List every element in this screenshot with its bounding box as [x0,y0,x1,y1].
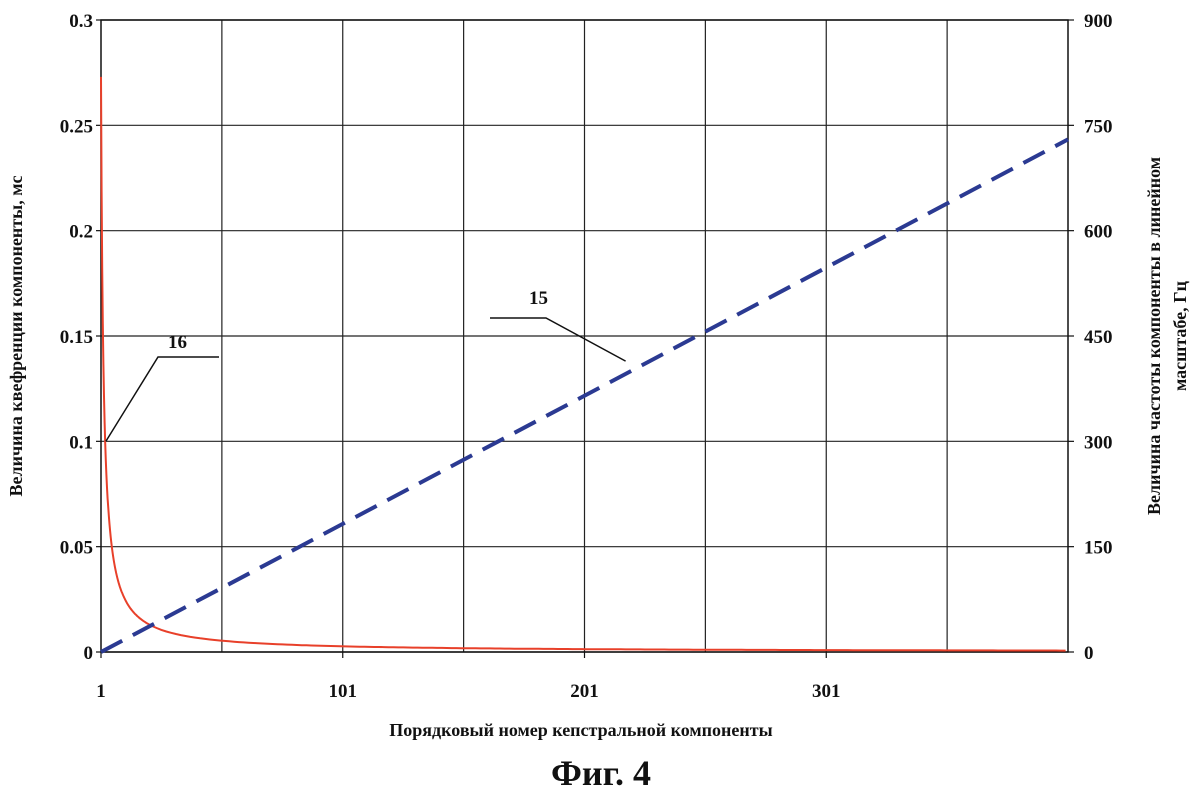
left-tick-label: 0.05 [60,538,93,559]
x-axis-title: Порядковый номер кепстральной компоненты [389,720,772,740]
left-tick-label: 0.2 [69,222,93,243]
right-tick-label: 900 [1084,11,1113,32]
right-tick-label: 450 [1084,327,1113,348]
right-axis-title-line2: масштабе, Гц [1170,280,1190,391]
left-tick-label: 0.3 [69,11,93,32]
grid [101,20,1068,652]
left-tick-label: 0.15 [60,327,93,348]
callout-leader-15 [490,318,626,361]
x-axis-ticks: 1 101 201 301 [96,652,840,702]
right-tick-label: 300 [1084,432,1113,453]
right-tick-label: 600 [1084,222,1113,243]
right-tick-label: 150 [1084,538,1113,559]
left-tick-label: 0.1 [69,432,93,453]
right-axis-title-line1: Величина частоты компоненты в линейном [1144,157,1164,515]
left-tick-label: 0.25 [60,116,93,137]
left-axis-ticks: 0 0.05 0.1 0.15 0.2 0.25 0.3 [60,11,101,664]
callout-label-16: 16 [168,332,187,353]
callout-leader-16 [106,357,219,441]
x-tick-label: 101 [329,681,358,702]
x-tick-label: 301 [812,681,841,702]
left-axis-title: Величина квефренции компоненты, мс [6,176,26,497]
figure-caption: Фиг. 4 [0,752,1202,794]
callout-label-15: 15 [529,288,548,309]
left-tick-label: 0 [84,643,94,664]
series-line-16 [101,77,1066,651]
right-tick-label: 0 [1084,643,1094,664]
right-tick-label: 750 [1084,116,1113,137]
right-axis-ticks: 0 150 300 450 600 750 900 [1068,11,1113,664]
annotation-layer: 1615 [106,288,626,441]
x-tick-label: 201 [570,681,599,702]
x-tick-label: 1 [96,681,106,702]
